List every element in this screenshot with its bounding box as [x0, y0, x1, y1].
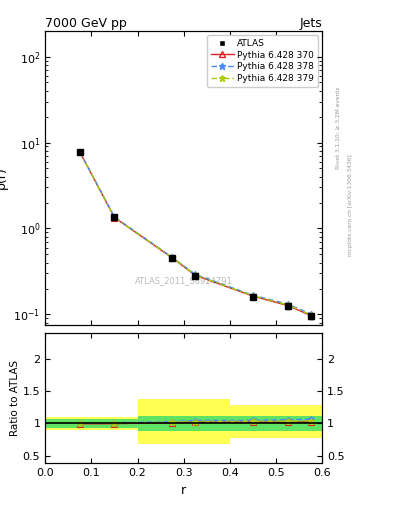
Text: mcplots.cern.ch [arXiv:1306.3436]: mcplots.cern.ch [arXiv:1306.3436]: [348, 154, 353, 255]
Text: Jets: Jets: [299, 16, 322, 30]
Text: Rivet 3.1.10; ≥ 3.2M events: Rivet 3.1.10; ≥ 3.2M events: [336, 87, 341, 169]
Y-axis label: Ratio to ATLAS: Ratio to ATLAS: [10, 360, 20, 436]
Legend: ATLAS, Pythia 6.428 370, Pythia 6.428 378, Pythia 6.428 379: ATLAS, Pythia 6.428 370, Pythia 6.428 37…: [208, 35, 318, 87]
X-axis label: r: r: [181, 484, 186, 497]
Text: 7000 GeV pp: 7000 GeV pp: [45, 16, 127, 30]
Y-axis label: ρ(r): ρ(r): [0, 166, 8, 189]
Text: ATLAS_2011_S8924791: ATLAS_2011_S8924791: [135, 276, 233, 286]
